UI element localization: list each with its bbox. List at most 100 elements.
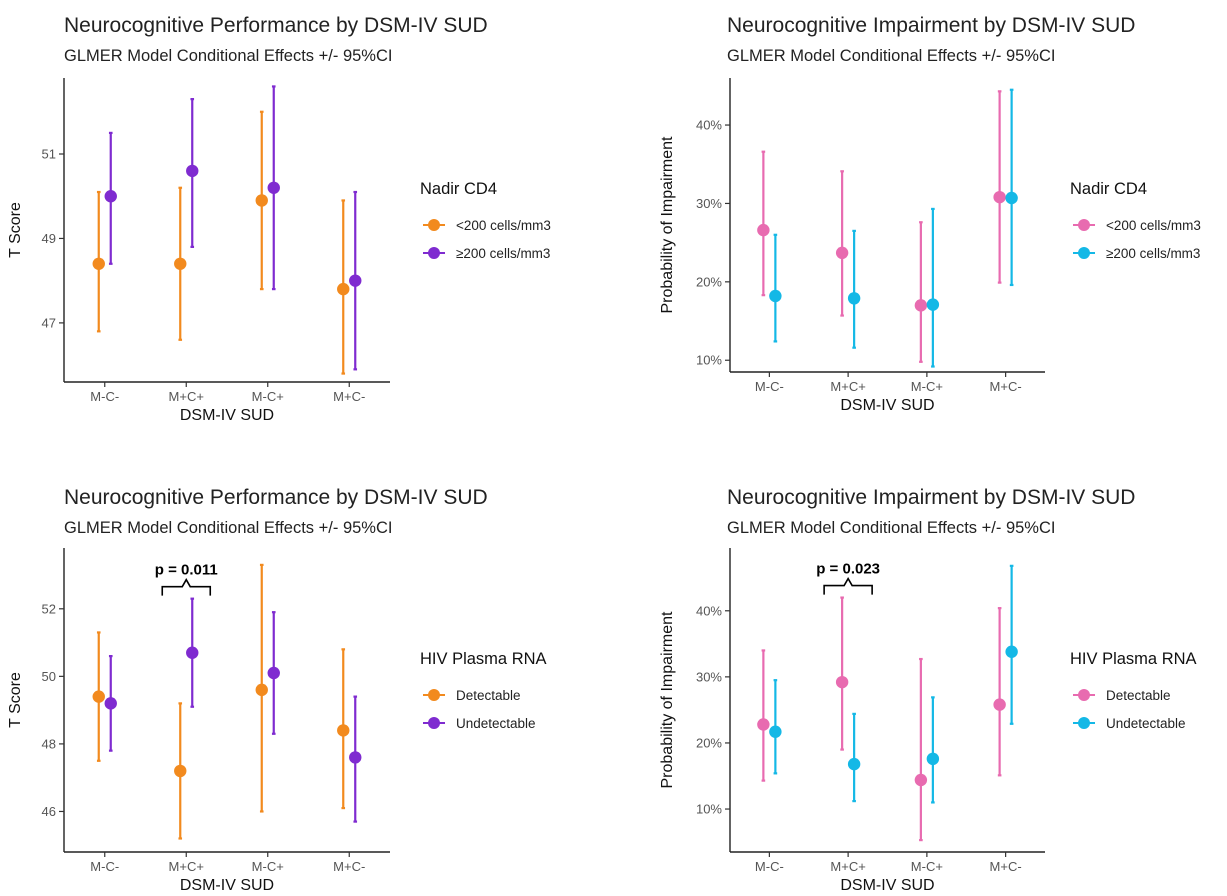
data-point: [92, 257, 105, 270]
data-point: [914, 773, 928, 787]
data-point: [993, 190, 1006, 204]
legend-label: ≥200 cells/mm3: [1106, 245, 1201, 261]
chart-plot-area: 10% 20% 30% 40% M-C- M+C+ M-C+ M+C- DSM-IV SUD Pr…: [659, 548, 1045, 894]
x-axis-title: DSM-IV SUD: [180, 877, 274, 894]
legend: Nadir CD4 <200 cells/mm3 ≥200 cells/mm3: [420, 180, 551, 267]
y-axis-title: Probability of Impairment: [659, 611, 676, 789]
y-axis-title: T Score: [7, 672, 24, 728]
y-tick-label: 52: [42, 601, 56, 616]
chart-title: Neurocognitive Performance by DSM-IV SUD: [64, 14, 488, 37]
y-axis-title: T Score: [7, 202, 24, 258]
chart-title: Neurocognitive Impairment by DSM-IV SUD: [727, 14, 1136, 37]
data-point: [835, 675, 849, 689]
legend: Nadir CD4 <200 cells/mm3 ≥200 cells/mm3: [1070, 180, 1201, 267]
chart-subtitle: GLMER Model Conditional Effects +/- 95%C…: [727, 519, 1056, 537]
legend: HIV Plasma RNA Detectable Undetectable: [420, 650, 547, 737]
y-tick-label: 46: [42, 804, 56, 819]
x-tick-label: M+C+: [830, 379, 865, 394]
y-tick-label: 48: [42, 736, 56, 751]
y-tick-label: 20%: [696, 735, 722, 750]
chart-subtitle: GLMER Model Conditional Effects +/- 95%C…: [64, 519, 393, 537]
x-tick-label: M-C+: [252, 859, 284, 874]
y-tick-label: 30%: [696, 669, 722, 684]
data-point: [769, 289, 782, 303]
data-point: [757, 223, 770, 237]
legend-item: Detectable: [420, 681, 547, 709]
chart-plot-area: 47 49 51 M-C- M+C+ M-C+ M+C- DSM-IV SUD T Score: [7, 78, 390, 424]
legend-key-cyan: [1070, 245, 1098, 261]
data-point: [769, 725, 782, 738]
y-axis-title: Probability of Impairment: [659, 136, 676, 314]
data-point: [104, 190, 117, 203]
x-tick-label: M-C+: [252, 389, 284, 404]
legend-key-purple: [420, 715, 448, 731]
legend-title: Nadir CD4: [420, 180, 498, 198]
data-point: [847, 292, 861, 305]
legend-key-purple: [420, 245, 448, 261]
legend-key-orange: [420, 687, 448, 703]
data-point: [174, 257, 187, 270]
chart-panel-impairment-cd4: Neurocognitive Impairment by DSM-IV SUD …: [612, 0, 1227, 440]
x-tick-label: M+C+: [169, 859, 204, 874]
chart-panel-performance-cd4: Neurocognitive Performance by DSM-IV SUD…: [0, 0, 610, 440]
data-point: [757, 718, 770, 731]
chart-subtitle: GLMER Model Conditional Effects +/- 95%C…: [64, 47, 393, 65]
y-tick-label: 51: [42, 147, 56, 162]
legend-label: Undetectable: [456, 715, 536, 731]
y-tick-label: 10%: [696, 802, 722, 817]
data-point: [835, 246, 849, 260]
data-point: [847, 757, 861, 771]
chart-plot-area: 46 48 50 52 M-C- M+C+ M-C+ M+C- DSM-IV SUD T Scor…: [7, 548, 390, 894]
legend-item: Undetectable: [1070, 709, 1197, 737]
chart-title: Neurocognitive Impairment by DSM-IV SUD: [727, 486, 1136, 509]
x-tick-label: M+C-: [333, 389, 365, 404]
y-tick-label: 49: [42, 231, 56, 246]
data-point: [349, 274, 362, 287]
data-point: [255, 194, 268, 207]
significance-bracket: [823, 576, 873, 595]
legend-item: <200 cells/mm3: [1070, 211, 1201, 239]
data-point: [186, 164, 199, 178]
x-axis-title: DSM-IV SUD: [840, 397, 934, 414]
legend-label: Detectable: [1106, 687, 1171, 703]
x-tick-label: M+C+: [169, 389, 204, 404]
data-point: [174, 764, 187, 778]
data-point: [267, 181, 280, 194]
x-tick-label: M-C-: [90, 859, 119, 874]
legend-label: <200 cells/mm3: [456, 217, 551, 233]
x-tick-label: M-C+: [911, 379, 943, 394]
x-tick-label: M-C-: [755, 379, 784, 394]
data-point: [1005, 191, 1018, 205]
data-point: [926, 298, 940, 311]
x-axis-title: DSM-IV SUD: [180, 407, 274, 424]
legend-title: Nadir CD4: [1070, 180, 1148, 198]
data-point: [92, 690, 105, 703]
data-point: [914, 299, 928, 312]
x-axis-title: DSM-IV SUD: [840, 877, 934, 894]
chart-title: Neurocognitive Performance by DSM-IV SUD: [64, 486, 488, 509]
legend-label: Undetectable: [1106, 715, 1186, 731]
y-tick-label: 10%: [696, 353, 722, 368]
legend-key-cyan: [1070, 715, 1098, 731]
legend-key-orange: [420, 217, 448, 233]
data-point: [926, 752, 940, 766]
legend-item: ≥200 cells/mm3: [420, 239, 551, 267]
legend: HIV Plasma RNA Detectable Undetectable: [1070, 650, 1197, 737]
legend-item: <200 cells/mm3: [420, 211, 551, 239]
significance-bracket: [161, 578, 212, 596]
data-point: [255, 683, 268, 697]
x-tick-label: M+C-: [990, 379, 1022, 394]
significance-label: p = 0.011: [155, 562, 218, 579]
chart-plot-area: 10% 20% 30% 40% M-C- M+C+ M-C+ M+C- DSM-IV SUD Pr…: [659, 78, 1045, 414]
legend-item: Undetectable: [420, 709, 547, 737]
chart-panel-performance-rna: Neurocognitive Performance by DSM-IV SUD…: [0, 478, 610, 896]
chart-panel-impairment-rna: Neurocognitive Impairment by DSM-IV SUD …: [612, 478, 1227, 896]
legend-item: Detectable: [1070, 681, 1197, 709]
y-tick-label: 47: [42, 315, 56, 330]
data-point: [349, 751, 362, 764]
legend-label: Detectable: [456, 687, 521, 703]
x-tick-label: M-C+: [911, 859, 943, 874]
y-tick-label: 20%: [696, 274, 722, 289]
chart-subtitle: GLMER Model Conditional Effects +/- 95%C…: [727, 47, 1056, 65]
x-tick-label: M-C-: [755, 859, 784, 874]
